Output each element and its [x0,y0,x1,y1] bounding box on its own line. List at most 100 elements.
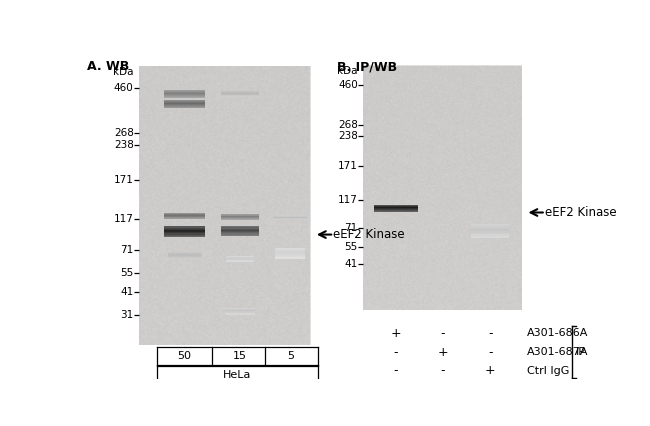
Bar [275,249,306,250]
Text: 55: 55 [120,268,134,278]
Text: 50: 50 [177,351,192,361]
Text: B. IP/WB: B. IP/WB [337,60,397,73]
Bar [221,217,259,218]
Text: 171: 171 [114,175,134,185]
Bar [164,217,205,218]
Bar [164,104,205,105]
Bar [471,227,509,229]
Bar [168,256,201,257]
Bar [164,236,205,237]
Bar [168,254,201,255]
Text: Ctrl IgG: Ctrl IgG [527,366,569,376]
Bar [374,208,418,209]
Bar [275,252,306,253]
Text: -: - [488,346,493,359]
Bar [225,312,255,313]
Text: 171: 171 [338,161,358,171]
Bar [273,215,307,216]
Bar [275,248,306,249]
Bar [273,217,307,218]
Text: 5: 5 [287,351,294,361]
Bar [164,106,205,107]
Bar [221,92,259,93]
Bar [225,308,255,310]
Bar [273,219,307,220]
Bar [225,311,255,312]
Bar [221,235,259,236]
Text: -: - [441,327,445,340]
Text: A301-687A: A301-687A [527,347,588,357]
Bar [164,218,205,219]
Bar [374,211,418,212]
Text: kDa: kDa [113,67,134,77]
Text: -: - [441,364,445,377]
Text: 238: 238 [114,140,134,150]
Bar [374,204,418,205]
Bar [221,215,259,216]
Bar [374,210,418,211]
Bar [221,94,259,95]
Bar [168,255,201,256]
Bar [164,97,205,98]
Bar [363,66,522,310]
Text: 460: 460 [114,83,134,93]
Bar [164,107,205,108]
Bar [164,89,205,91]
Bar [168,253,201,254]
Bar [374,206,418,207]
Bar [471,234,509,236]
Bar [275,253,306,255]
Bar [374,207,418,208]
Bar [164,213,205,214]
Bar [139,66,311,345]
Text: kDa: kDa [337,66,358,76]
Text: A301-686A: A301-686A [527,328,588,338]
Bar [164,232,205,233]
Text: +: + [391,327,402,340]
Bar [164,95,205,96]
Bar [471,236,509,238]
Bar [226,260,254,261]
Bar [275,250,306,252]
Bar [164,216,205,217]
Text: eEF2 Kinase: eEF2 Kinase [333,228,405,241]
Bar [275,256,306,257]
Text: 238: 238 [338,130,358,141]
Bar [225,314,255,315]
Bar [164,101,205,102]
Bar [164,227,205,229]
Bar [273,218,307,219]
Bar [164,102,205,104]
Bar [164,226,205,227]
Bar [221,227,259,228]
Bar [225,310,255,311]
Bar [471,229,509,231]
Bar [164,229,205,230]
Bar [221,91,259,92]
Text: +: + [437,346,448,359]
Bar [275,257,306,259]
Bar [221,232,259,233]
Bar [221,216,259,217]
Text: -: - [488,327,493,340]
Text: 41: 41 [344,259,358,269]
Bar [273,216,307,217]
Bar [221,218,259,219]
Bar [471,233,509,234]
Bar [164,215,205,216]
Bar [221,226,259,227]
Bar [164,230,205,232]
Text: -: - [394,346,398,359]
Bar [164,92,205,93]
Text: 31: 31 [120,310,134,320]
Bar [168,258,201,259]
Bar [374,209,418,210]
Bar [164,94,205,95]
Bar [226,261,254,262]
Text: 117: 117 [338,195,358,205]
Bar [164,214,205,215]
Text: 55: 55 [344,242,358,252]
Bar [221,230,259,231]
Text: A. WB: A. WB [87,60,129,73]
Bar [221,228,259,230]
